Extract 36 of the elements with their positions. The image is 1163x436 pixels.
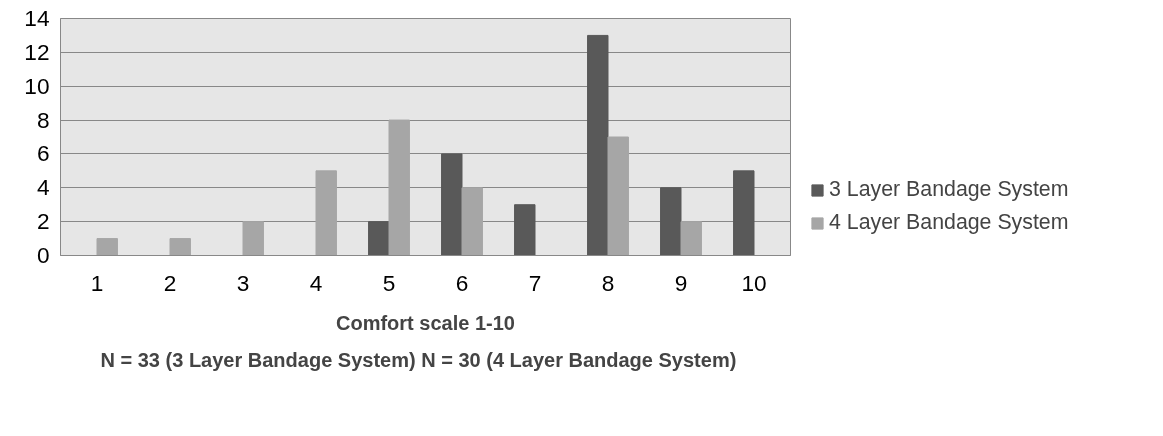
y-tick-label: 8 [36,106,50,133]
bar [169,238,191,256]
y-tick-label: 6 [36,140,50,167]
bar [587,34,609,256]
x-tick-label: 8 [601,269,615,296]
legend-label: 3 Layer Bandage System [829,177,1069,202]
bar [242,221,264,256]
x-tick-label: 6 [455,269,469,296]
bar [388,119,410,256]
text: N = 33 (3 Layer Bandage System) N = 30 (4 Layer Bandage System) [100,348,737,371]
y-tick-label: 2 [36,208,50,235]
x-tick-label: 4 [309,269,323,296]
y-tick-label: 12 [24,38,50,65]
legend-label: 4 Layer Bandage System [829,210,1069,235]
x-tick-label: 3 [236,269,250,296]
y-tick-label: 10 [24,72,50,99]
x-tick-label: 5 [382,269,396,296]
bar [315,170,337,256]
bar [514,204,536,256]
y-tick-label: 14 [24,5,50,31]
x-axis-title: Comfort scale 1-10 [336,311,515,334]
bar [96,238,118,256]
bar [368,221,390,256]
bar [441,153,463,256]
bar [607,136,629,256]
x-tick-label: 2 [163,269,177,296]
bar [733,170,755,256]
x-tick-label: 1 [90,269,104,296]
bar [461,187,483,256]
x-tick-label: 7 [528,269,542,296]
x-tick-label: 10 [741,269,767,296]
bar [660,187,682,256]
bar [680,221,702,256]
x-tick-label: 9 [674,269,688,296]
y-tick-label: 0 [36,242,50,268]
y-tick-label: 4 [36,174,50,201]
